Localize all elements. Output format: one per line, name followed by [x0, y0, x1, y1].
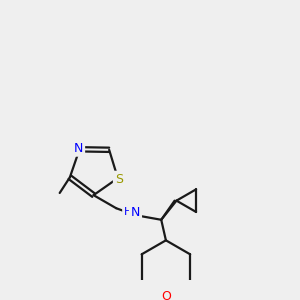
Text: O: O: [161, 290, 171, 300]
Text: S: S: [115, 172, 123, 186]
Text: N: N: [74, 142, 83, 155]
Text: N: N: [131, 206, 140, 219]
Text: H: H: [124, 207, 132, 218]
